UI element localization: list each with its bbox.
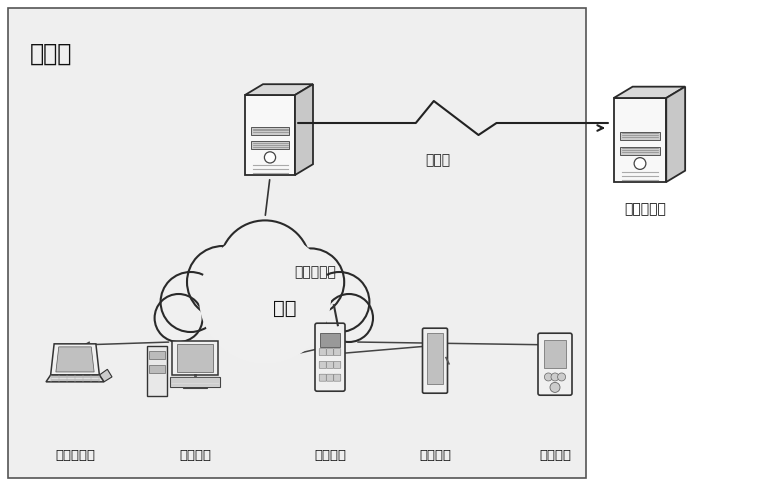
Polygon shape bbox=[172, 341, 218, 375]
Circle shape bbox=[634, 158, 646, 170]
Text: 笔记本电脑: 笔记本电脑 bbox=[55, 448, 95, 462]
Polygon shape bbox=[245, 84, 313, 95]
FancyBboxPatch shape bbox=[423, 328, 448, 393]
Polygon shape bbox=[614, 98, 666, 182]
FancyBboxPatch shape bbox=[170, 377, 220, 387]
Text: 银行服务器: 银行服务器 bbox=[624, 202, 666, 216]
FancyBboxPatch shape bbox=[326, 348, 333, 356]
FancyBboxPatch shape bbox=[147, 346, 167, 396]
Polygon shape bbox=[614, 87, 685, 98]
Polygon shape bbox=[56, 347, 94, 372]
Circle shape bbox=[264, 152, 276, 163]
FancyBboxPatch shape bbox=[326, 374, 333, 381]
Polygon shape bbox=[177, 344, 213, 371]
FancyBboxPatch shape bbox=[320, 362, 326, 368]
Polygon shape bbox=[620, 147, 660, 155]
Polygon shape bbox=[245, 95, 295, 175]
FancyBboxPatch shape bbox=[427, 333, 443, 384]
FancyBboxPatch shape bbox=[334, 362, 341, 368]
Polygon shape bbox=[251, 142, 289, 149]
Text: 掌上电脑: 掌上电脑 bbox=[539, 448, 571, 462]
Polygon shape bbox=[46, 375, 104, 382]
Polygon shape bbox=[251, 127, 289, 135]
Circle shape bbox=[241, 294, 289, 342]
Circle shape bbox=[550, 382, 560, 392]
Circle shape bbox=[155, 294, 203, 342]
Circle shape bbox=[219, 220, 310, 312]
FancyBboxPatch shape bbox=[543, 340, 566, 368]
FancyBboxPatch shape bbox=[149, 351, 165, 359]
Polygon shape bbox=[51, 344, 99, 375]
FancyBboxPatch shape bbox=[320, 333, 340, 347]
Circle shape bbox=[161, 272, 221, 332]
Text: 平板电脑: 平板电脑 bbox=[419, 448, 451, 462]
FancyBboxPatch shape bbox=[334, 348, 341, 356]
Text: 局域网: 局域网 bbox=[30, 42, 72, 66]
FancyBboxPatch shape bbox=[320, 374, 326, 381]
Polygon shape bbox=[666, 87, 685, 182]
Text: 智能手机: 智能手机 bbox=[314, 448, 346, 462]
FancyBboxPatch shape bbox=[334, 374, 341, 381]
FancyBboxPatch shape bbox=[538, 333, 572, 395]
Circle shape bbox=[215, 288, 267, 341]
Circle shape bbox=[277, 248, 344, 316]
Circle shape bbox=[544, 373, 553, 381]
Text: 互联网: 互联网 bbox=[425, 153, 450, 167]
FancyBboxPatch shape bbox=[149, 365, 165, 373]
Circle shape bbox=[199, 232, 331, 364]
FancyBboxPatch shape bbox=[315, 323, 345, 391]
Circle shape bbox=[558, 373, 565, 381]
FancyBboxPatch shape bbox=[320, 348, 326, 356]
Circle shape bbox=[310, 272, 370, 332]
Text: 网络: 网络 bbox=[273, 298, 297, 318]
Text: 电商服务器: 电商服务器 bbox=[294, 265, 336, 279]
Text: 个人电脑: 个人电脑 bbox=[179, 448, 211, 462]
Circle shape bbox=[187, 246, 259, 318]
Polygon shape bbox=[295, 84, 313, 175]
FancyBboxPatch shape bbox=[326, 362, 333, 368]
FancyBboxPatch shape bbox=[183, 383, 207, 388]
Circle shape bbox=[260, 286, 313, 339]
FancyBboxPatch shape bbox=[8, 8, 586, 478]
Polygon shape bbox=[99, 369, 112, 382]
Circle shape bbox=[325, 294, 373, 342]
Circle shape bbox=[551, 373, 559, 381]
Polygon shape bbox=[620, 132, 660, 140]
